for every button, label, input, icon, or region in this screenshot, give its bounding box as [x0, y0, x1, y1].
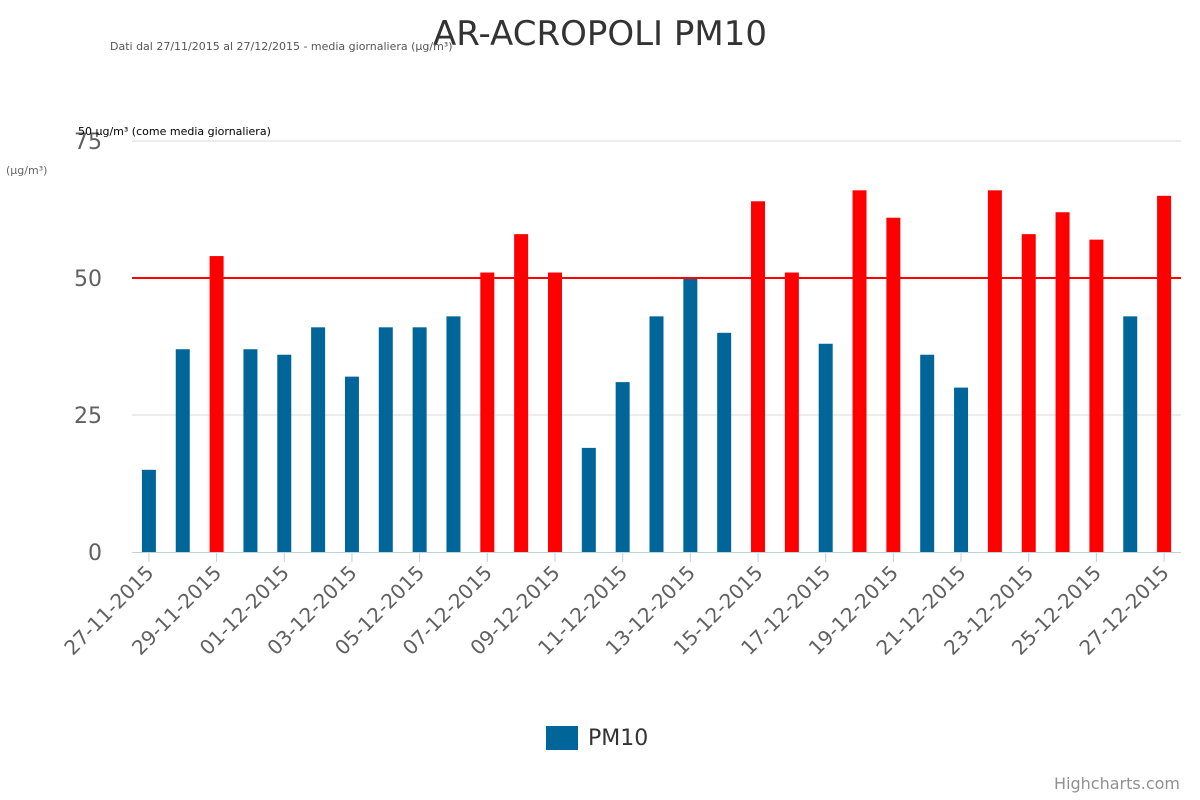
bar	[717, 332, 732, 552]
y-tick-label: 0	[88, 541, 102, 566]
bar	[987, 190, 1002, 552]
bar	[344, 376, 359, 552]
chart-subtitle: Dati dal 27/11/2015 al 27/12/2015 - medi…	[110, 40, 453, 53]
credits-link[interactable]: Highcharts.com	[1054, 774, 1180, 793]
bar	[209, 256, 224, 552]
bar	[954, 387, 969, 552]
y-tick-label: 50	[74, 267, 102, 292]
bar	[311, 327, 326, 552]
bar	[1089, 239, 1104, 552]
bar	[480, 272, 495, 552]
bar	[886, 217, 901, 552]
bar	[547, 272, 562, 552]
y-axis-label: (µg/m³)	[6, 164, 47, 177]
bar	[1157, 195, 1172, 553]
bar	[615, 382, 630, 552]
bar	[175, 349, 190, 552]
bar	[649, 316, 664, 552]
bar	[683, 278, 698, 552]
bar	[581, 447, 596, 552]
bar	[1055, 212, 1070, 553]
y-tick-label: 75	[74, 130, 102, 155]
bar	[514, 234, 529, 552]
bar	[412, 327, 427, 552]
threshold-label: 50 µg/m³ (come media giornaliera)	[78, 125, 271, 138]
bar	[818, 343, 833, 552]
legend-item-pm10[interactable]: PM10	[546, 724, 648, 752]
bar	[1021, 234, 1036, 552]
bar	[141, 469, 156, 552]
bar	[784, 272, 799, 552]
legend-swatch	[546, 726, 578, 750]
bar	[277, 354, 292, 552]
y-tick-label: 25	[74, 404, 102, 429]
chart-title: AR-ACROPOLI PM10	[433, 14, 767, 54]
bar	[852, 190, 867, 552]
bar	[378, 327, 393, 552]
bar	[243, 349, 258, 552]
bar	[1123, 316, 1138, 552]
bar	[751, 201, 766, 552]
bar	[920, 354, 935, 552]
bar	[446, 316, 461, 552]
legend-label: PM10	[588, 725, 649, 751]
